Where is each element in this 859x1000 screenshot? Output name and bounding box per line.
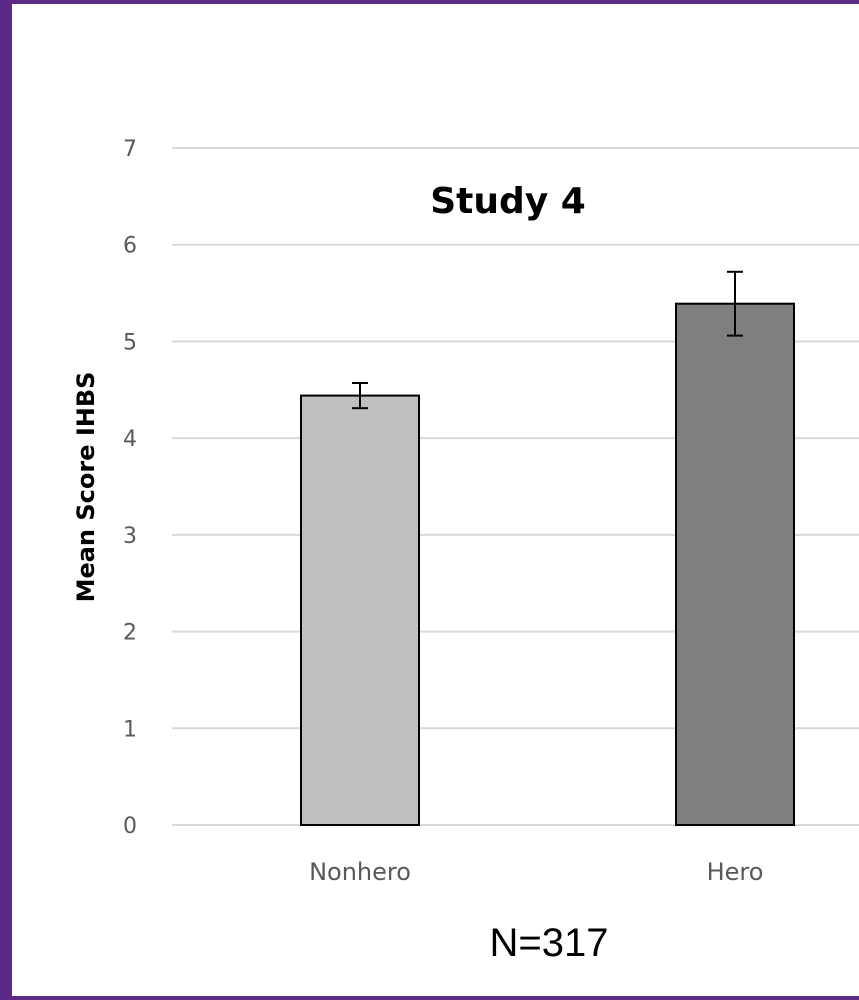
gridlines [172, 147, 859, 826]
y-tick-label: 6 [123, 234, 137, 259]
y-tick-label: 4 [123, 427, 137, 452]
y-tick-label: 2 [123, 621, 137, 646]
y-tick-label: 7 [123, 137, 137, 162]
x-tick-label: Nonhero [309, 858, 411, 886]
y-tick-label: 0 [123, 814, 137, 839]
error-bar-hero [727, 270, 743, 337]
bar-hero [675, 302, 795, 826]
error-bar-nonhero [352, 382, 368, 410]
y-tick-label: 5 [123, 330, 137, 355]
y-tick-label: 1 [123, 717, 137, 742]
chart-title: Study 4 [430, 181, 586, 222]
y-axis-label: Mean Score IHBS [72, 372, 100, 603]
error-bars [352, 270, 743, 410]
bar-nonhero [300, 394, 420, 826]
sample-size-note: N=317 [490, 921, 609, 965]
y-tick-label: 3 [123, 524, 137, 549]
x-tick-labels: Nonhero Hero [309, 858, 763, 886]
x-tick-label: Hero [707, 858, 764, 886]
y-tick-labels: 0 1 2 3 4 5 6 7 [123, 137, 137, 839]
bars [300, 302, 795, 826]
